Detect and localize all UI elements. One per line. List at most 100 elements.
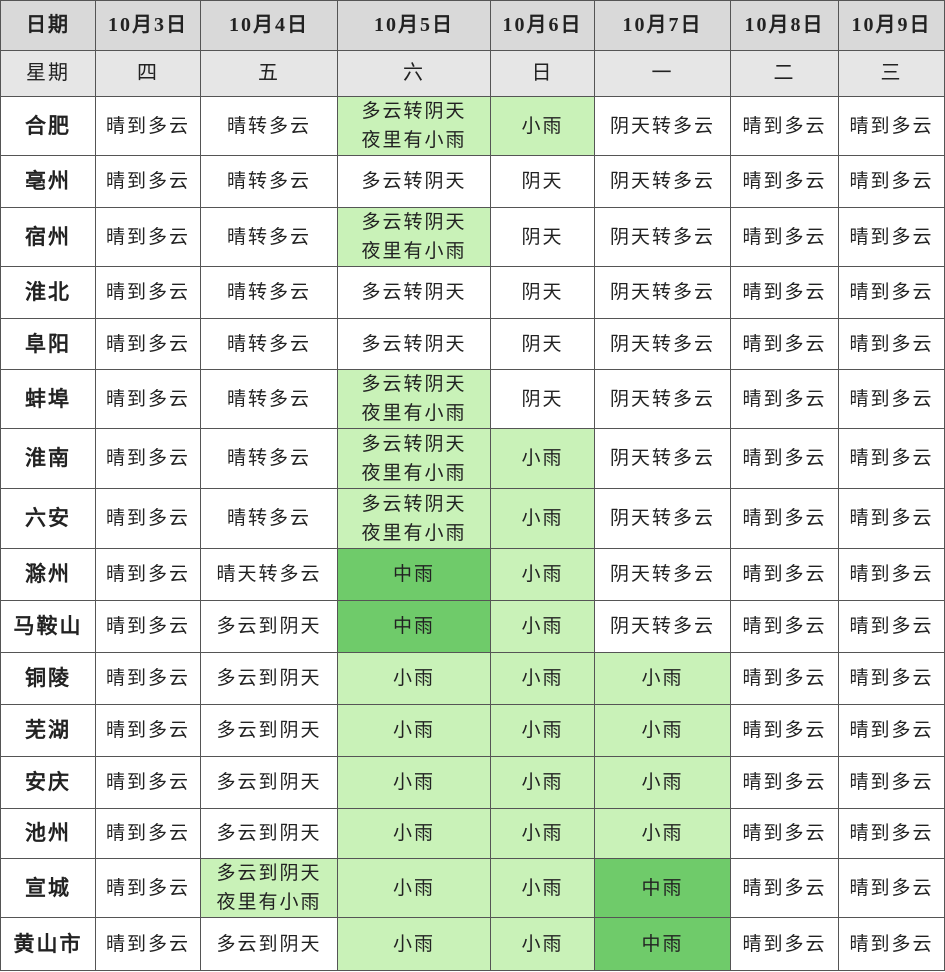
- city-name: 淮南: [0, 428, 96, 489]
- city-row: 六安 晴到多云 晴转多云 多云转阴天 夜里有小雨 小雨 阴天转多云 晴到多云 晴到多云: [0, 488, 945, 549]
- city-name: 蚌埠: [0, 369, 96, 429]
- city-name: 滁州: [0, 548, 96, 601]
- weekday-cell: 五: [200, 50, 338, 97]
- forecast-cell: 晴天转多云: [200, 548, 338, 601]
- city-name: 池州: [0, 808, 96, 859]
- weekday-row: 星期四五六日一二三: [0, 50, 945, 97]
- forecast-cell: 晴到多云: [730, 155, 839, 208]
- forecast-cell: 晴到多云: [95, 548, 201, 601]
- forecast-cell: 阴天: [490, 318, 595, 370]
- forecast-cell: 小雨: [594, 756, 731, 809]
- forecast-cell: 阴天转多云: [594, 488, 731, 549]
- forecast-cell: 小雨: [594, 808, 731, 859]
- city-name: 宿州: [0, 207, 96, 267]
- forecast-cell: 小雨: [337, 808, 491, 859]
- forecast-cell: 小雨: [490, 756, 595, 809]
- weekday-cell: 二: [730, 50, 839, 97]
- forecast-cell: 晴到多云: [730, 858, 839, 918]
- forecast-cell: 多云转阴天 夜里有小雨: [337, 96, 491, 156]
- forecast-cell: 多云转阴天 夜里有小雨: [337, 488, 491, 549]
- forecast-cell: 多云到阴天: [200, 704, 338, 757]
- city-row: 安庆 晴到多云 多云到阴天 小雨 小雨 小雨 晴到多云 晴到多云: [0, 756, 945, 809]
- forecast-cell: 晴到多云: [730, 548, 839, 601]
- city-row: 马鞍山 晴到多云 多云到阴天 中雨 小雨 阴天转多云 晴到多云 晴到多云: [0, 600, 945, 653]
- forecast-cell: 晴到多云: [95, 488, 201, 549]
- city-row: 宿州 晴到多云 晴转多云 多云转阴天 夜里有小雨 阴天 阴天转多云 晴到多云 晴到多云: [0, 207, 945, 267]
- city-name: 亳州: [0, 155, 96, 208]
- city-row: 宣城 晴到多云 多云到阴天 夜里有小雨 小雨 小雨 中雨 晴到多云 晴到多云: [0, 858, 945, 918]
- city-name: 宣城: [0, 858, 96, 918]
- city-row: 黄山市 晴到多云 多云到阴天 小雨 小雨 中雨 晴到多云 晴到多云: [0, 917, 945, 971]
- city-row: 蚌埠 晴到多云 晴转多云 多云转阴天 夜里有小雨 阴天 阴天转多云 晴到多云 晴到多云: [0, 369, 945, 429]
- forecast-cell: 晴到多云: [730, 96, 839, 156]
- forecast-cell: 晴到多云: [95, 96, 201, 156]
- forecast-cell: 小雨: [337, 858, 491, 918]
- forecast-cell: 晴到多云: [730, 207, 839, 267]
- forecast-cell: 晴到多云: [730, 428, 839, 489]
- forecast-cell: 晴到多云: [838, 600, 945, 653]
- city-row: 淮南 晴到多云 晴转多云 多云转阴天 夜里有小雨 小雨 阴天转多云 晴到多云 晴到多云: [0, 428, 945, 489]
- forecast-cell: 中雨: [594, 858, 731, 918]
- forecast-cell: 晴到多云: [730, 704, 839, 757]
- forecast-cell: 多云到阴天 夜里有小雨: [200, 858, 338, 918]
- forecast-cell: 晴到多云: [730, 318, 839, 370]
- forecast-cell: 晴到多云: [95, 318, 201, 370]
- weekday-cell: 一: [594, 50, 731, 97]
- forecast-cell: 阴天转多云: [594, 96, 731, 156]
- forecast-cell: 阴天转多云: [594, 600, 731, 653]
- forecast-cell: 晴到多云: [838, 808, 945, 859]
- forecast-cell: 晴到多云: [95, 858, 201, 918]
- forecast-cell: 晴到多云: [838, 756, 945, 809]
- forecast-cell: 晴转多云: [200, 428, 338, 489]
- forecast-cell: 晴转多云: [200, 155, 338, 208]
- forecast-cell: 晴到多云: [838, 369, 945, 429]
- header-cell: 10月9日: [838, 0, 945, 51]
- forecast-cell: 晴转多云: [200, 207, 338, 267]
- forecast-cell: 晴到多云: [95, 428, 201, 489]
- header-cell: 日期: [0, 0, 96, 51]
- weekday-cell: 星期: [0, 50, 96, 97]
- forecast-cell: 晴到多云: [838, 652, 945, 705]
- forecast-cell: 阴天: [490, 155, 595, 208]
- forecast-cell: 晴到多云: [95, 917, 201, 971]
- forecast-cell: 晴到多云: [838, 428, 945, 489]
- forecast-cell: 晴转多云: [200, 96, 338, 156]
- forecast-cell: 晴到多云: [730, 808, 839, 859]
- forecast-cell: 晴到多云: [730, 917, 839, 971]
- forecast-cell: 晴转多云: [200, 318, 338, 370]
- forecast-cell: 晴到多云: [838, 318, 945, 370]
- forecast-cell: 晴到多云: [838, 858, 945, 918]
- forecast-cell: 晴到多云: [730, 756, 839, 809]
- forecast-cell: 小雨: [490, 428, 595, 489]
- forecast-cell: 晴到多云: [730, 266, 839, 319]
- forecast-cell: 晴到多云: [95, 652, 201, 705]
- forecast-cell: 中雨: [337, 600, 491, 653]
- forecast-cell: 多云到阴天: [200, 652, 338, 705]
- city-name: 阜阳: [0, 318, 96, 370]
- forecast-cell: 中雨: [594, 917, 731, 971]
- forecast-cell: 晴到多云: [838, 917, 945, 971]
- forecast-cell: 晴到多云: [95, 207, 201, 267]
- forecast-cell: 晴到多云: [838, 96, 945, 156]
- forecast-cell: 阴天转多云: [594, 155, 731, 208]
- city-name: 六安: [0, 488, 96, 549]
- forecast-cell: 晴到多云: [730, 600, 839, 653]
- city-name: 安庆: [0, 756, 96, 809]
- forecast-cell: 小雨: [594, 704, 731, 757]
- header-cell: 10月6日: [490, 0, 595, 51]
- header-cell: 10月4日: [200, 0, 338, 51]
- forecast-cell: 小雨: [337, 756, 491, 809]
- city-name: 黄山市: [0, 917, 96, 971]
- weekday-cell: 三: [838, 50, 945, 97]
- city-name: 铜陵: [0, 652, 96, 705]
- header-cell: 10月7日: [594, 0, 731, 51]
- forecast-cell: 多云转阴天: [337, 266, 491, 319]
- forecast-cell: 晴转多云: [200, 369, 338, 429]
- forecast-cell: 晴转多云: [200, 266, 338, 319]
- forecast-cell: 多云转阴天: [337, 318, 491, 370]
- city-name: 芜湖: [0, 704, 96, 757]
- forecast-cell: 中雨: [337, 548, 491, 601]
- city-row: 阜阳 晴到多云 晴转多云 多云转阴天 阴天 阴天转多云 晴到多云 晴到多云: [0, 318, 945, 370]
- forecast-cell: 晴到多云: [838, 488, 945, 549]
